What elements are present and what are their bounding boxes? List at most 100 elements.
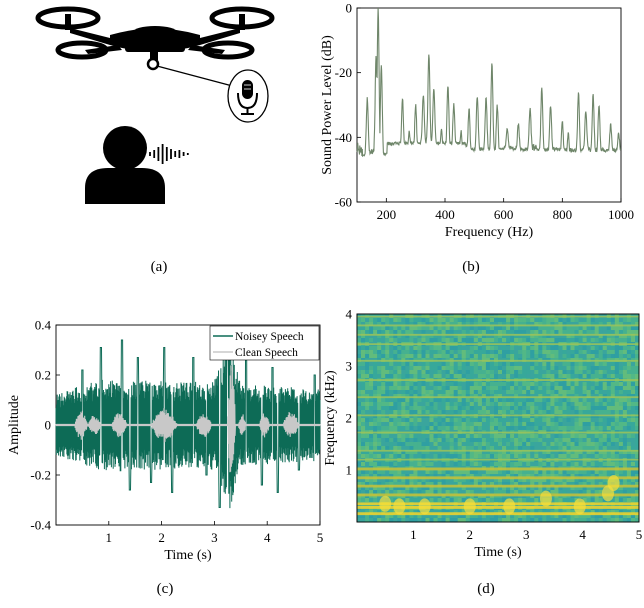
spectrogram-cell — [626, 402, 632, 407]
spectrogram-cell — [445, 334, 450, 339]
spectrogram-cell — [614, 334, 620, 339]
spectrogram-cell — [622, 394, 628, 399]
caption-c: (c) — [157, 581, 174, 597]
spectrogram-cell — [614, 490, 620, 495]
spectrogram-cell — [558, 346, 563, 351]
spectrogram-cell — [361, 438, 366, 443]
spectrogram-cell — [385, 406, 390, 411]
spectrogram-cell — [393, 486, 398, 491]
spectrogram-cell — [558, 406, 563, 411]
spectrogram-cell — [357, 330, 362, 335]
spectrogram-cell — [385, 514, 390, 519]
spectrogram-cell — [365, 462, 370, 467]
spectrogram-cell — [502, 382, 507, 387]
spectrogram-cell — [453, 454, 458, 459]
spectrogram-cell — [445, 354, 450, 359]
spectrogram-cell — [502, 418, 507, 423]
spectrogram-cell — [598, 334, 603, 339]
spectrogram-cell — [590, 510, 595, 515]
spectrogram-cell — [550, 446, 555, 451]
spectrogram-cell — [522, 422, 527, 427]
spectrogram-cell — [506, 514, 511, 519]
spectrogram-cell — [530, 490, 535, 495]
spectrogram-cell — [522, 394, 527, 399]
spectrogram-cell — [550, 318, 555, 323]
spectrogram-cell — [457, 510, 462, 515]
spectrogram-cell — [550, 498, 555, 503]
spectrogram-cell — [377, 406, 382, 411]
spectrogram-cell — [429, 418, 434, 423]
spectrogram-cell — [586, 318, 591, 323]
spectrogram-cell — [445, 326, 450, 331]
spectrogram-cell — [385, 442, 390, 447]
spectrogram-cell — [550, 394, 555, 399]
spectrogram-cell — [397, 330, 402, 335]
spectrogram-cell — [417, 318, 422, 323]
spectrogram-cell — [562, 330, 567, 335]
spectrogram-cell — [578, 394, 583, 399]
spectrogram-cell — [473, 462, 479, 467]
spectrogram-cell — [413, 334, 418, 339]
spectrogram-cell — [502, 498, 507, 503]
spectrogram-cell — [421, 490, 426, 495]
spectrogram-cell — [538, 354, 543, 359]
spectrogram-cell — [365, 426, 370, 431]
spectrogram-cell — [429, 386, 434, 391]
spectrogram-cell — [586, 370, 591, 375]
spectrogram-cell — [401, 482, 406, 487]
spectrogram-cell — [357, 482, 362, 487]
spectrogram-cell — [485, 338, 491, 343]
spectrogram-cell — [453, 434, 458, 439]
spectrogram-cell — [558, 462, 563, 467]
spectrogram-cell — [590, 410, 595, 415]
spectrogram-cell — [614, 374, 620, 379]
spectrogram-cell — [393, 418, 398, 423]
spectrogram-cell — [401, 326, 406, 331]
spectrogram-cell — [449, 434, 454, 439]
spectrogram-cell — [377, 450, 382, 455]
spectrogram-cell — [574, 350, 579, 355]
spectrogram-cell — [546, 402, 551, 407]
spectrogram-cell — [461, 510, 466, 515]
spectrogram-cell — [514, 442, 519, 447]
spectrogram-cell — [606, 382, 612, 387]
spectrogram-cell — [489, 510, 495, 515]
spectrogram-cell — [381, 438, 386, 443]
spectrogram-cell — [485, 490, 491, 495]
spectrogram-cell — [361, 418, 366, 423]
spectrogram-cell — [393, 442, 398, 447]
spectrogram-cell — [530, 442, 535, 447]
spectrogram-cell — [586, 334, 591, 339]
spectrogram-cell — [594, 394, 599, 399]
spectrogram-cell — [377, 394, 382, 399]
spectrogram-cell — [461, 514, 466, 519]
spectrogram-cell — [546, 322, 551, 327]
spectrogram-cell — [518, 406, 523, 411]
spectrogram-cell — [534, 318, 539, 323]
spectrogram-cell — [614, 518, 620, 523]
spectrogram-cell — [469, 478, 475, 483]
spectrogram-cell — [602, 434, 607, 439]
spectrogram-cell — [618, 418, 624, 423]
spectrogram-cell — [570, 354, 575, 359]
spectrogram-cell — [453, 474, 458, 479]
spectrogram-cell — [381, 482, 386, 487]
spectrogram-cell — [361, 406, 366, 411]
spectrogram-cell — [409, 402, 414, 407]
spectrogram-cell — [618, 510, 624, 515]
spectrogram-cell — [365, 438, 370, 443]
spectrogram-cell — [510, 418, 515, 423]
spectrogram-cell — [498, 370, 503, 375]
spectrogram-cell — [429, 442, 434, 447]
spectrogram-cell — [373, 510, 378, 515]
spectrogram-cell — [425, 446, 430, 451]
spectrogram-cell — [514, 490, 519, 495]
spectrogram-cell — [546, 394, 551, 399]
spectrogram-cell — [494, 366, 499, 371]
spectrogram-cell — [409, 434, 414, 439]
spectrogram-cell — [373, 390, 378, 395]
spectrogram-cell — [598, 478, 603, 483]
spectrogram-cell — [586, 490, 591, 495]
spectrogram-cell — [594, 318, 599, 323]
